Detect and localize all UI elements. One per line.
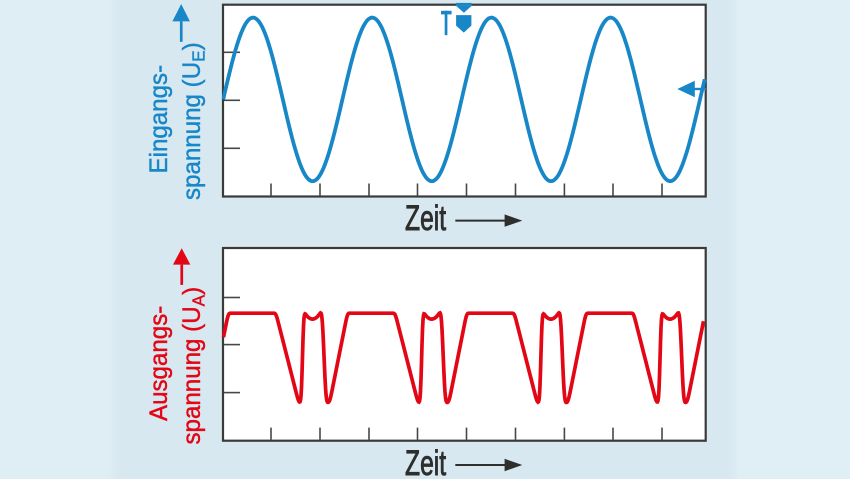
- svg-text:Ausgangs-: Ausgangs-: [146, 306, 174, 421]
- svg-text:Zeit: Zeit: [405, 445, 447, 479]
- svg-text:Eingangs-: Eingangs-: [146, 65, 174, 174]
- svg-text:spannung (UE): spannung (UE): [179, 42, 209, 200]
- svg-text:spannung (UA): spannung (UA): [179, 287, 209, 445]
- svg-text:Zeit: Zeit: [405, 200, 447, 238]
